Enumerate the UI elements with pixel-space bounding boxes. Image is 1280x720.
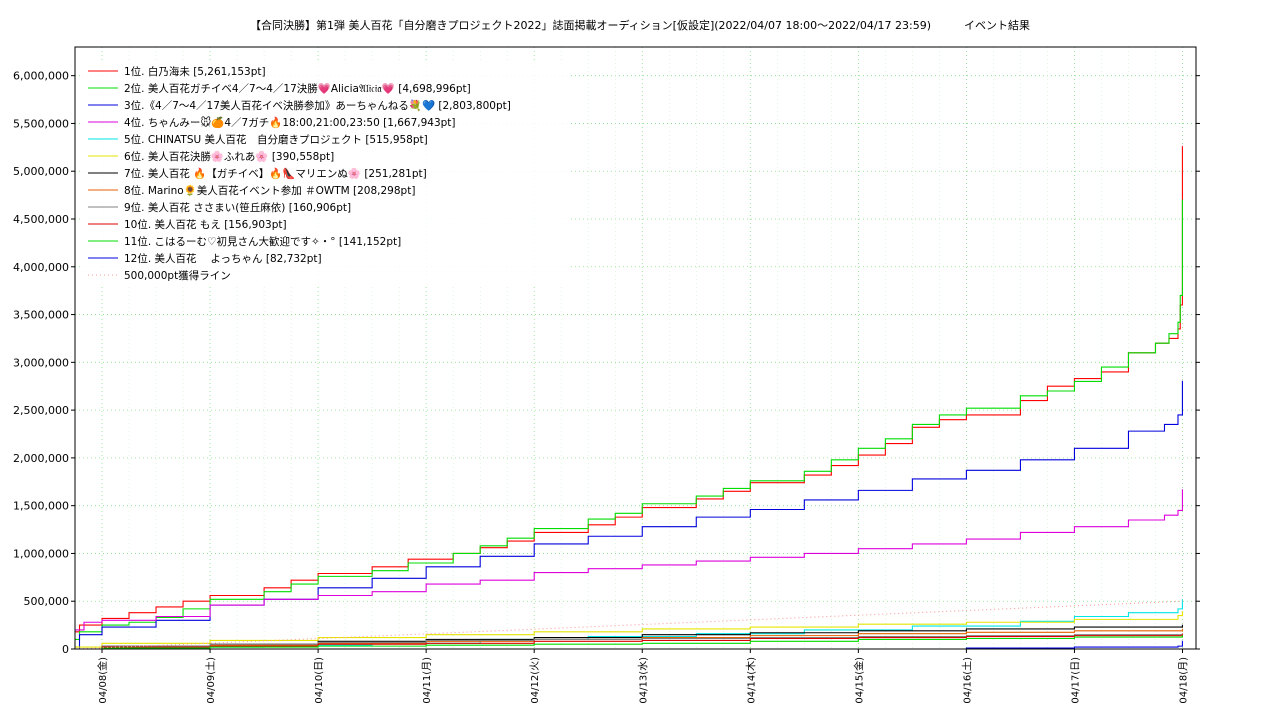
y-tick-label: 5,000,000 xyxy=(13,165,69,178)
x-tick-label: 04/09(土) xyxy=(204,657,217,704)
x-tick-label: 04/14(木) xyxy=(745,657,757,704)
series-line-1 xyxy=(75,145,1183,633)
x-tick-label: 04/11(月) xyxy=(421,657,433,704)
series-line-4 xyxy=(75,489,1183,631)
y-tick-label: 4,000,000 xyxy=(13,261,69,274)
legend-entry: 5位. CHINATSU 美人百花 自分磨きプロジェクト [515,958pt] xyxy=(124,133,428,146)
y-tick-label: 6,000,000 xyxy=(13,70,69,83)
y-tick-label: 3,500,000 xyxy=(13,309,69,322)
plot-frame xyxy=(74,46,1197,650)
x-tick-label: 04/08(金) xyxy=(96,657,109,704)
legend-entry: 9位. 美人百花 ささまい(笹丘麻依) [160,906pt] xyxy=(124,201,351,214)
series-line-13 xyxy=(74,600,1183,650)
series-lines xyxy=(74,145,1183,650)
y-tick-label: 2,000,000 xyxy=(13,452,69,465)
legend: 1位. 白乃海未 [5,261,153pt] 2位. 美人百花ガチイベ4／7〜4／… xyxy=(80,60,568,286)
x-tick-label: 04/18(月) xyxy=(1177,657,1189,704)
series-line-2 xyxy=(75,199,1183,640)
chart-title: 【合同決勝】第1弾 美人百花「自分磨きプロジェクト2022」誌面掲載オーディショ… xyxy=(249,19,1031,32)
y-tick-label: 3,000,000 xyxy=(13,356,69,369)
legend-entry: 12位. 美人百花 よっちゃん [82,732pt] xyxy=(124,252,322,265)
x-tick-label: 04/10(日) xyxy=(314,657,325,704)
legend-entry: 1位. 白乃海未 [5,261,153pt] xyxy=(124,65,266,78)
legend-entry: 8位. Marino🌻美人百花イベント参加 ＃OWTM [208,298pt] xyxy=(124,184,415,197)
y-tick-label: 0 xyxy=(62,643,69,656)
series-line-3 xyxy=(75,380,1183,650)
y-tick-label: 1,500,000 xyxy=(13,500,69,513)
legend-entry: 7位. 美人百花 🔥【ガチイベ】🔥👠マリエンぬ🌸 [251,281pt] xyxy=(124,167,427,180)
y-tick-label: 2,500,000 xyxy=(13,404,69,417)
legend-entry: 4位. ちゃんみー🐭🍊4／7ガチ🔥18:00,21:00,23:50 [1,66… xyxy=(124,116,456,129)
legend-box xyxy=(80,60,568,286)
x-tick-label: 04/17(日) xyxy=(1070,657,1081,704)
y-tick-label: 1,000,000 xyxy=(13,547,69,560)
x-tick-label: 04/15(金) xyxy=(852,657,865,704)
legend-entry: 500,000pt獲得ライン xyxy=(124,269,231,282)
series-line-11 xyxy=(75,634,1183,650)
x-tick-label: 04/12(火) xyxy=(529,657,541,704)
legend-entry: 11位. こはるーむ♡初見さん大歓迎です✧・° [141,152pt] xyxy=(124,235,401,248)
legend-entry: 2位. 美人百花ガチイベ4／7〜4／17決勝💗Alicia𝔄𝔩𝔦𝔠𝔦𝔞💗 [4,… xyxy=(124,82,471,95)
x-axis: 04/08(金) 04/09(土) 04/10(日) 04/11(月) 04/12(火)… xyxy=(96,649,1189,704)
legend-entry: 6位. 美人百花決勝🌸ふれあ🌸 [390,558pt] xyxy=(124,150,334,163)
legend-entry: 3位.《4／7〜4／17美人百花イベ決勝参加》あーちゃんねる💐💙 [2,803,… xyxy=(124,99,511,112)
y-axis: 0 500,000 1,000,000 1,500,000 2,000,000 2,500… xyxy=(13,70,1200,656)
y-tick-label: 4,500,000 xyxy=(13,213,69,226)
x-tick-label: 04/13(水) xyxy=(637,657,649,704)
series-line-10 xyxy=(75,633,1183,650)
y-tick-label: 5,500,000 xyxy=(13,117,69,130)
legend-entry: 10位. 美人百花 もえ [156,903pt] xyxy=(124,218,287,231)
series-line-6 xyxy=(75,611,1183,648)
x-tick-label: 04/16(土) xyxy=(960,657,973,704)
y-tick-label: 500,000 xyxy=(24,595,70,608)
